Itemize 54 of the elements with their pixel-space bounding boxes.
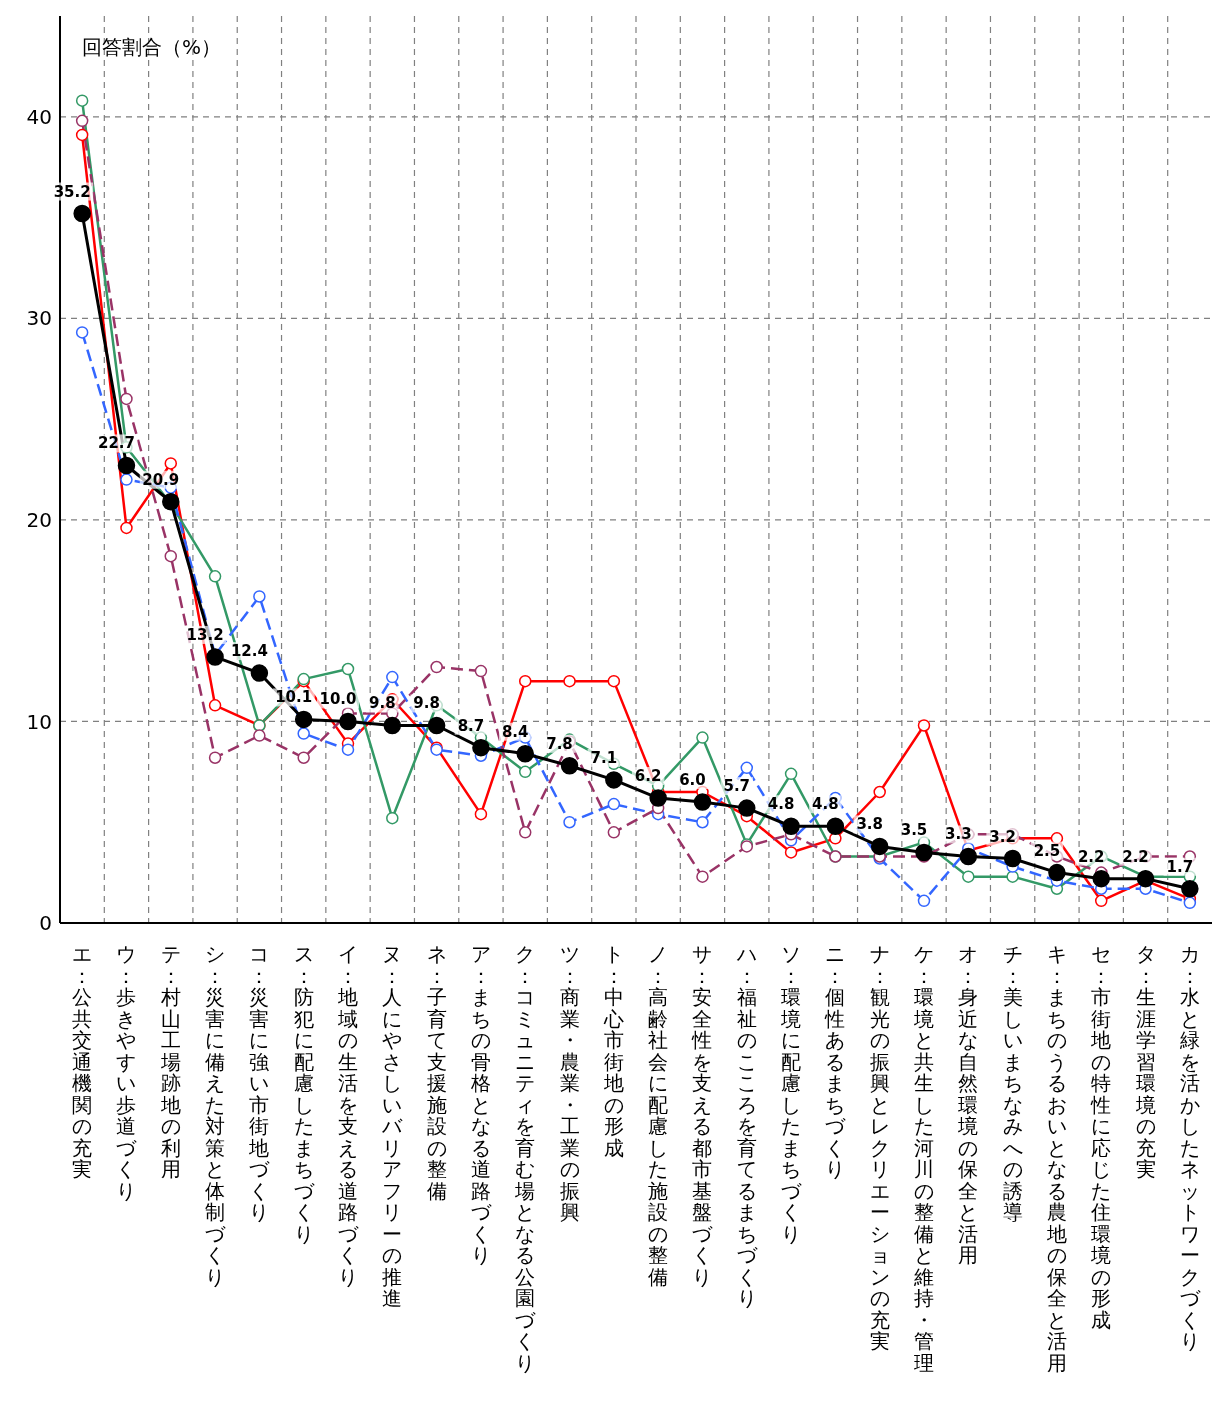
category-label: カ：水と緑を活かしたネットワークづくり xyxy=(1179,942,1200,1353)
data-label: 4.8 xyxy=(767,795,795,814)
data-label: 35.2 xyxy=(53,182,91,201)
y-tick-label: 10 xyxy=(26,709,52,734)
data-label: 9.8 xyxy=(413,694,440,713)
data-label: 7.1 xyxy=(590,748,618,767)
category-label: ク：コミュニティを育む場となる公園づくり xyxy=(515,942,536,1375)
category-label: ナ：観光の振興とレクリエーションの充実 xyxy=(869,942,890,1353)
y-axis-title: 回答割合（%） xyxy=(82,35,222,59)
data-label: 20.9 xyxy=(142,470,180,489)
data-label: 8.4 xyxy=(501,722,529,741)
y-tick-label: 0 xyxy=(39,911,52,936)
data-label: 6.2 xyxy=(634,767,662,786)
category-label: セ：市街地の特性に応じた住環境の形成 xyxy=(1091,942,1112,1332)
category-label: エ：公共交通機関の充実 xyxy=(72,942,93,1181)
category-label: ウ：歩きやすい歩道づくり xyxy=(116,942,137,1203)
data-label: 10.0 xyxy=(319,690,357,709)
data-label: 10.1 xyxy=(275,688,313,707)
y-tick-label: 20 xyxy=(26,507,52,532)
data-label: 8.7 xyxy=(457,716,485,735)
category-label: タ：生涯学習環境の充実 xyxy=(1135,942,1156,1181)
category-label: ニ：個性あるまちづくり xyxy=(825,942,846,1181)
category-label: コ：災害に強い市街地づくり xyxy=(249,942,270,1224)
data-label: 2.2 xyxy=(1077,847,1105,866)
category-label: イ：地域の生活を支える道路づくり xyxy=(338,942,358,1289)
category-label: オ：身近な自然環境の保全と活用 xyxy=(958,942,979,1267)
category-label: ケ：環境と共生した河川の整備と維持・管理 xyxy=(914,942,934,1375)
category-label: チ：美しいまちなみへの誘導 xyxy=(1002,942,1023,1224)
category-label: キ：まちのうるおいとなる農地の保全と活用 xyxy=(1046,942,1067,1375)
y-tick-label: 40 xyxy=(26,104,52,129)
category-label: ス：防犯に配慮したまちづくり xyxy=(293,942,314,1246)
category-label: ト：中心市街地の形成 xyxy=(603,942,624,1160)
y-tick-label: 30 xyxy=(26,306,52,331)
category-label: サ：安全性を支える都市基盤づくり xyxy=(692,942,713,1289)
category-label: ソ：環境に配慮したまちづくり xyxy=(781,942,802,1246)
data-label: 3.3 xyxy=(945,825,972,844)
data-label: 12.4 xyxy=(230,642,268,661)
data-label: 6.0 xyxy=(679,771,706,790)
data-label: 2.5 xyxy=(1033,841,1061,860)
category-label: ノ：高齢社会に配慮した施設の整備 xyxy=(648,942,669,1289)
category-label: ア：まちの骨格となる道路づくり xyxy=(470,942,491,1267)
data-label: 1.7 xyxy=(1166,857,1194,876)
data-label: 13.2 xyxy=(186,625,224,644)
category-label: ツ：商業・農業・工業の振興 xyxy=(559,942,580,1224)
data-label: 3.5 xyxy=(900,821,928,840)
data-label: 22.7 xyxy=(97,434,135,453)
category-label: シ：災害に備えた対策と体制づくり xyxy=(205,942,226,1289)
category-label: テ：村山工場跡地の利用 xyxy=(160,942,181,1181)
category-label: ハ：福祉のこころを育てるまちづくり xyxy=(736,942,757,1310)
data-label: 9.8 xyxy=(369,694,396,713)
data-label: 5.7 xyxy=(723,777,751,796)
category-label: ネ：子育て支援施設の整備 xyxy=(426,942,447,1203)
data-label: 3.8 xyxy=(856,815,883,834)
category-label: ヌ：人にやさしいバリアフリーの推進 xyxy=(382,942,403,1310)
